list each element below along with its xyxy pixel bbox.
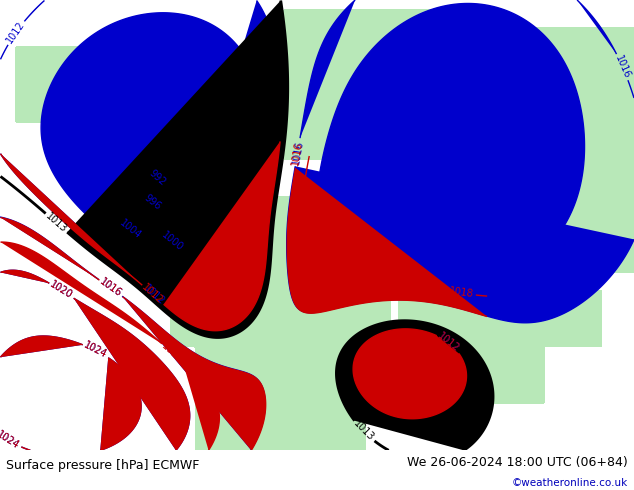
Text: 1020: 1020 — [48, 279, 74, 301]
Text: 1024: 1024 — [363, 102, 382, 128]
Text: 1016: 1016 — [290, 139, 304, 165]
Text: 1024: 1024 — [82, 340, 108, 360]
Text: 996: 996 — [142, 193, 163, 212]
Text: 1018: 1018 — [296, 178, 309, 203]
Text: 1018: 1018 — [448, 286, 474, 299]
Text: 1013: 1013 — [351, 419, 375, 443]
Text: 1016: 1016 — [290, 141, 304, 166]
Text: 1012: 1012 — [140, 282, 165, 306]
Text: 992: 992 — [146, 168, 167, 188]
Text: We 26-06-2024 18:00 UTC (06+84): We 26-06-2024 18:00 UTC (06+84) — [407, 456, 628, 469]
Text: 1013: 1013 — [43, 211, 68, 234]
Text: 1020: 1020 — [48, 279, 74, 301]
Text: 1012: 1012 — [4, 19, 27, 45]
Text: 1016: 1016 — [98, 277, 124, 299]
Text: Surface pressure [hPa] ECMWF: Surface pressure [hPa] ECMWF — [6, 459, 200, 471]
Text: 1028: 1028 — [415, 110, 435, 136]
Text: 1016: 1016 — [613, 54, 632, 80]
Text: 1000: 1000 — [160, 230, 186, 253]
Text: 1016: 1016 — [98, 277, 124, 299]
Text: 1024: 1024 — [82, 340, 108, 360]
Text: 1024: 1024 — [0, 429, 22, 450]
Text: 1012: 1012 — [436, 331, 461, 354]
Text: 1020: 1020 — [400, 268, 425, 280]
Text: ©weatheronline.co.uk: ©weatheronline.co.uk — [512, 478, 628, 488]
Text: 1024: 1024 — [0, 429, 22, 450]
Text: 1018: 1018 — [160, 341, 184, 365]
Text: 1012: 1012 — [436, 331, 461, 354]
Text: 1004: 1004 — [117, 217, 143, 241]
Text: 1012: 1012 — [141, 283, 166, 307]
Text: 1008: 1008 — [251, 180, 264, 206]
